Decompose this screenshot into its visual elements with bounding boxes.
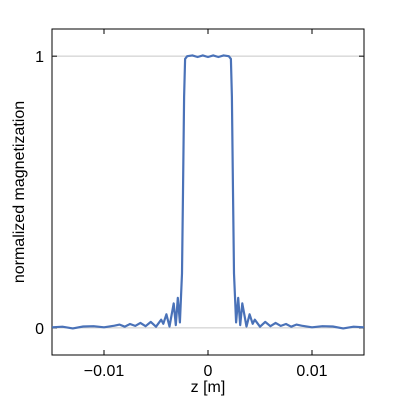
plot-frame (51, 28, 365, 356)
x-tick-label: 0.01 (296, 363, 327, 380)
x-axis-label: z [m] (191, 379, 226, 396)
series-line (51, 54, 365, 330)
x-ticks: −0.01 0 0.01 (84, 29, 328, 380)
grid-lines (52, 55, 364, 329)
x-tick-label: 0 (204, 363, 213, 380)
y-tick-label: 1 (35, 49, 44, 66)
x-tick-label: −0.01 (84, 363, 125, 380)
plot-area: −0.01 0 0.01 01 (35, 28, 365, 380)
y-tick-label: 0 (35, 321, 44, 338)
y-axis-label: normalized magnetization (11, 101, 28, 283)
y-ticks: 01 (35, 49, 364, 338)
